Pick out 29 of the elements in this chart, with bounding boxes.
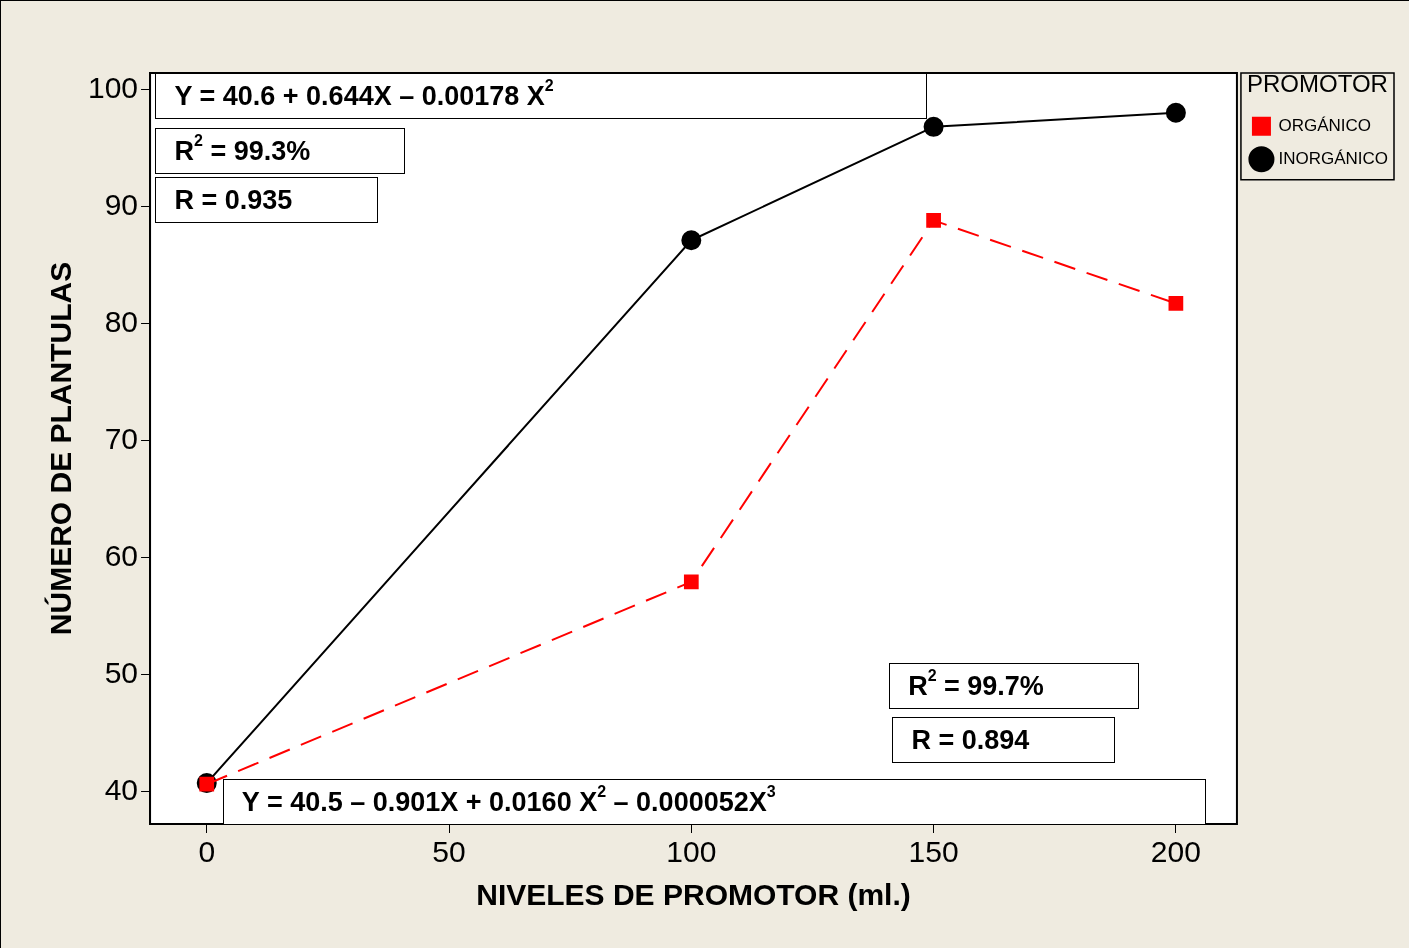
y-axis-title: NÚMERO DE PLANTULAS [44,261,78,636]
y-tick-label: 50 [104,655,139,689]
point [681,230,702,251]
legend-label: ORGÁNICO [1278,115,1371,135]
point [1168,296,1184,311]
point [1165,102,1186,123]
text-box: R = 0.935 [155,176,379,223]
y-tick-label: 70 [104,421,139,455]
text-box: Y = 40.6 + 0.644X – 0.00178 X$^{2}$ [155,73,928,119]
x-tick-label: 0 [198,835,216,869]
y-tick-label: 40 [104,772,139,806]
point [683,574,699,590]
x-tick-label: 50 [432,835,466,869]
point [926,213,941,228]
text-box: R$^{2}$ = 99.3% [155,127,406,174]
x-tick-label: 100 [666,835,717,869]
x-axis-title: NIVELES DE PROMOTOR (ml.) [476,878,911,912]
y-tick-label: 100 [87,70,139,104]
y-tick-label: 90 [104,187,139,221]
y-tick-label: 60 [104,538,139,572]
legend-title: PROMOTOR [1247,69,1388,97]
text-box: R = 0.894 [892,717,1116,764]
x-tick-label: 150 [908,835,959,869]
legend-label: INORGÁNICO [1278,148,1388,168]
text-box: R$^{2}$ = 99.7% [889,662,1140,709]
text-box: Y = 40.5 – 0.901X + 0.0160 X$^{2}$ – 0.000052X$^{3}$ [222,778,1207,825]
x-tick-label: 200 [1150,835,1201,869]
y-tick-label: 80 [104,304,139,338]
point [923,116,944,137]
